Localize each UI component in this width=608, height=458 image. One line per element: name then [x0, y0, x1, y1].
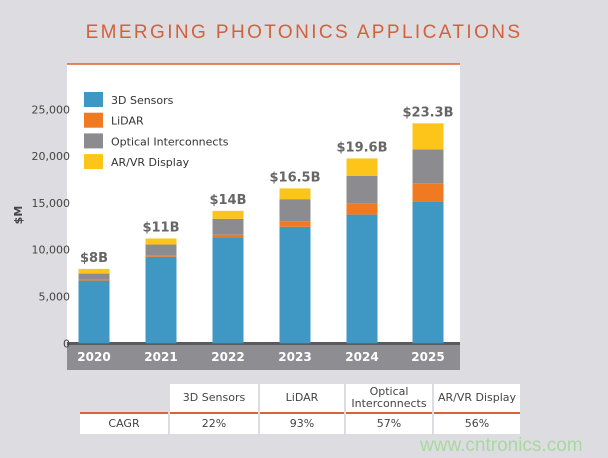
bar-segment	[346, 203, 378, 215]
total-label: $11B	[142, 220, 179, 235]
cagr-table: 3D Sensors LiDAR Optical Interconnects A…	[78, 384, 522, 434]
total-label: $14B	[209, 193, 246, 208]
table-cell: 56%	[434, 414, 520, 434]
table-cell: 22%	[170, 414, 258, 434]
bar-segment	[78, 279, 110, 281]
bar-segment	[279, 199, 311, 222]
total-label: $16.5B	[269, 170, 320, 185]
table-header: LiDAR	[260, 384, 344, 414]
x-tick-label: 2025	[411, 350, 444, 364]
bar-segment	[279, 188, 311, 200]
legend-label: 3D Sensors	[111, 94, 174, 107]
legend-label: Optical Interconnects	[111, 135, 229, 148]
y-tick-label: 10,000	[32, 244, 71, 257]
bar-segment	[212, 234, 244, 238]
x-tick-label: 2024	[345, 350, 378, 364]
x-tick-label: 2020	[77, 350, 110, 364]
bar-segment	[412, 201, 444, 344]
bar-segment	[346, 214, 378, 344]
y-axis-label: $M	[12, 206, 25, 225]
watermark: www.cntronics.com	[420, 435, 583, 456]
table-header-row: 3D Sensors LiDAR Optical Interconnects A…	[80, 384, 520, 414]
legend-swatch	[84, 92, 103, 107]
x-axis-band	[67, 343, 460, 370]
y-tick-label: 5,000	[39, 291, 71, 304]
bar-segment	[78, 280, 110, 344]
bar-segment	[145, 256, 177, 344]
table-corner	[80, 384, 168, 414]
bar-segment	[212, 218, 244, 235]
x-tick-label: 2022	[211, 350, 244, 364]
x-tick-label: 2023	[278, 350, 311, 364]
bar-segment	[412, 123, 444, 150]
table-header: 3D Sensors	[170, 384, 258, 414]
bar-segment	[346, 175, 378, 204]
bar-segment	[346, 158, 378, 176]
x-axis-line	[67, 342, 460, 345]
table-cell: 93%	[260, 414, 344, 434]
legend-swatch	[84, 112, 103, 128]
total-label: $19.6B	[336, 140, 387, 155]
legend-swatch	[84, 133, 103, 149]
bar-segment	[145, 238, 177, 245]
bar-segment	[412, 149, 444, 184]
plot-area	[67, 64, 460, 344]
bar-segment	[78, 268, 110, 274]
bar-segment	[279, 226, 311, 344]
table-row: CAGR 22% 93% 57% 56%	[80, 414, 520, 434]
stacked-bar-chart: 0 5,000 10,000 15,000 20,000 25,000 $M $8B 2020 $…	[12, 63, 460, 370]
table-header: AR/VR Display	[434, 384, 520, 414]
legend-swatch	[84, 154, 103, 170]
table-header: Optical Interconnects	[346, 384, 432, 414]
y-tick-label: 25,000	[32, 103, 71, 116]
total-label: $23.3B	[402, 105, 453, 120]
y-tick-label: 20,000	[32, 150, 71, 163]
y-tick-label: 15,000	[32, 197, 71, 210]
legend-label: AR/VR Display	[111, 156, 190, 169]
bar-segment	[145, 244, 177, 256]
chart-title: EMERGING PHOTONICS APPLICATIONS	[85, 22, 523, 43]
row-label: CAGR	[80, 414, 168, 434]
bar-segment	[212, 210, 244, 219]
legend-label: LiDAR	[111, 115, 144, 128]
x-tick-label: 2021	[144, 350, 177, 364]
bar-segment	[412, 183, 444, 202]
bar-segment	[78, 273, 110, 280]
total-label: $8B	[80, 251, 108, 266]
bar-segment	[212, 237, 244, 344]
table-cell: 57%	[346, 414, 432, 434]
bar-segment	[145, 255, 177, 257]
bar-segment	[279, 221, 311, 227]
y-tick-label: 0	[63, 337, 70, 350]
